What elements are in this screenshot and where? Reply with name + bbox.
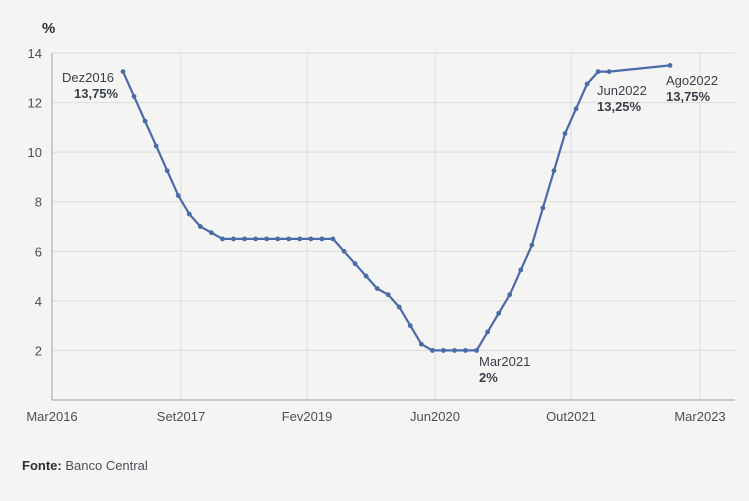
y-tick-label: 2 xyxy=(35,343,42,358)
data-point xyxy=(131,93,137,99)
y-tick-label: 14 xyxy=(28,46,42,61)
data-point xyxy=(297,236,303,242)
data-point xyxy=(430,348,435,353)
data-point xyxy=(275,236,281,242)
data-point xyxy=(231,236,236,242)
data-point xyxy=(363,273,369,279)
data-point xyxy=(153,143,159,149)
y-axis-unit: % xyxy=(42,20,55,37)
data-point xyxy=(319,236,325,242)
axis xyxy=(51,53,735,401)
annotation-ago2022-period: Ago2022 xyxy=(666,73,718,88)
data-point xyxy=(197,224,203,229)
y-tick-label: 4 xyxy=(35,294,42,309)
data-point xyxy=(667,62,673,68)
data-point xyxy=(540,205,546,211)
data-point xyxy=(396,304,402,310)
source-label: Fonte: xyxy=(22,458,62,473)
data-point xyxy=(175,193,181,198)
data-point xyxy=(330,236,336,242)
data-point xyxy=(164,168,170,174)
annotation-ago2022-value: 13,75% xyxy=(666,89,711,104)
annotation-dez2016-period: Dez2016 xyxy=(62,70,114,85)
data-point xyxy=(220,236,225,242)
data-point xyxy=(551,168,557,174)
data-point xyxy=(264,236,270,242)
grid xyxy=(51,52,735,400)
source-text: Banco Central xyxy=(65,458,148,473)
y-tick-label: 6 xyxy=(35,244,42,259)
data-point xyxy=(441,348,446,353)
x-tick-label: Fev2019 xyxy=(282,409,333,424)
data-point xyxy=(352,261,358,267)
series-path xyxy=(121,64,671,352)
series-line xyxy=(120,62,673,353)
data-point xyxy=(518,267,524,273)
x-tick-label: Jun2020 xyxy=(410,409,460,424)
labels: 2 4 6 8 10 12 14 Mar2016 Set2017 Fev2019 Jun2020 Ou… xyxy=(26,46,725,424)
data-point xyxy=(562,131,568,136)
data-point xyxy=(186,211,192,217)
data-point xyxy=(606,69,612,74)
data-point xyxy=(142,118,148,124)
data-point xyxy=(253,236,258,242)
y-tick-label: 12 xyxy=(28,96,42,111)
data-point xyxy=(341,248,347,254)
annotation-jun2022-period: Jun2022 xyxy=(597,83,647,98)
data-point xyxy=(584,81,590,87)
x-tick-label: Mar2016 xyxy=(26,409,77,424)
x-tick-label: Out2021 xyxy=(546,409,596,424)
annotation-dez2016-value: 13,75% xyxy=(74,86,119,101)
data-point xyxy=(452,348,457,353)
annotation-jun2022-value: 13,25% xyxy=(597,99,642,114)
source-note: Fonte: Banco Central xyxy=(22,458,148,473)
data-point xyxy=(385,292,391,298)
annotation-mar2021-period: Mar2021 xyxy=(479,354,530,369)
data-point xyxy=(120,69,126,74)
data-point xyxy=(407,323,413,329)
data-point xyxy=(595,69,601,74)
data-point xyxy=(286,236,292,242)
data-point xyxy=(242,236,247,242)
data-point xyxy=(496,310,502,316)
data-point xyxy=(209,230,214,236)
data-point xyxy=(463,348,468,353)
data-point xyxy=(529,242,535,248)
annotation-mar2021-value: 2% xyxy=(479,370,498,385)
data-point xyxy=(418,341,424,347)
data-point xyxy=(573,106,579,112)
y-tick-label: 8 xyxy=(35,195,42,210)
x-tick-label: Set2017 xyxy=(157,409,205,424)
x-tick-label: Mar2023 xyxy=(674,409,725,424)
data-point xyxy=(374,286,380,291)
data-point xyxy=(308,236,314,242)
data-point xyxy=(507,292,513,298)
data-point xyxy=(485,329,491,335)
data-point xyxy=(474,348,479,353)
y-tick-label: 10 xyxy=(28,145,42,160)
